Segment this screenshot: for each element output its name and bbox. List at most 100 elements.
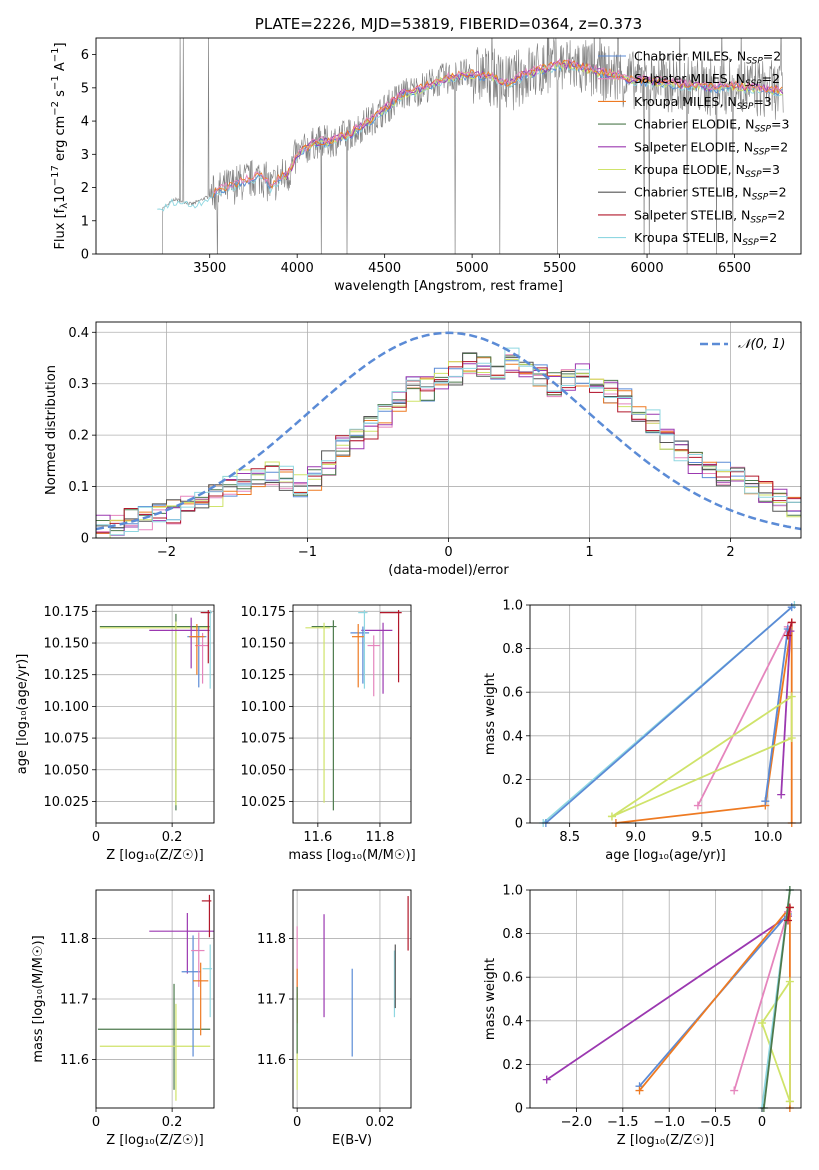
legend-text: Salpeter MILES, N	[634, 71, 745, 86]
x-tick-label: −1.0	[653, 1115, 685, 1130]
weight-line	[786, 622, 793, 636]
plus-marker	[787, 603, 796, 612]
legend-label: Kroupa MILES, NSSP=3	[634, 94, 772, 112]
y-tick-label: 0.1	[68, 480, 89, 495]
x-axis-label: wavelength [Angstrom, rest frame]	[334, 279, 563, 294]
legend-sub: SSP	[737, 102, 754, 112]
plus-marker	[761, 797, 770, 806]
legend-tail: =2	[762, 71, 780, 86]
y-tick-label: 0	[515, 1102, 523, 1117]
plus-marker	[730, 1086, 739, 1095]
y-tick-label: 11.8	[257, 932, 286, 947]
legend-label: Salpeter ELODIE, NSSP=2	[634, 139, 788, 157]
legend-tail: =2	[768, 185, 786, 200]
y-axis-label: Normed distribution	[44, 365, 59, 495]
x-axis-label: mass [log₁₀(M/M☉)]	[288, 848, 415, 863]
x-tick-label: 6000	[631, 261, 664, 276]
x-tick-label: −2	[157, 545, 176, 560]
chart-spectrum: PLATE=2226, MJD=53819, FIBERID=0364, z=0…	[50, 15, 802, 294]
y-tick-label: 11.7	[60, 993, 89, 1008]
chart-weight-vs-age: 8.5 9.0 9.5 10.0 0 0.2 0.4 0.6 0.8 1.0 age [log₁₀(…	[483, 599, 802, 863]
y-label-part: −17	[50, 165, 61, 186]
legend-sub: SSP	[745, 170, 762, 180]
legend-sub: SSP	[752, 193, 769, 203]
legend-sub: SSP	[746, 57, 763, 67]
legend-tail: =2	[767, 207, 785, 222]
legend-text: Chabrier ELODIE, N	[634, 117, 754, 132]
x-tick-label: 0.2	[162, 1115, 183, 1130]
legend-label: Kroupa ELODIE, NSSP=3	[634, 162, 780, 180]
y-tick-label: 1	[81, 214, 89, 229]
y-tick-label: 0	[515, 817, 523, 832]
x-tick-label: 10.0	[753, 830, 782, 845]
legend-sub: SSP	[753, 147, 770, 157]
legend-tail: =3	[762, 162, 780, 177]
y-axis-label: mass [log₁₀(M/M☉)]	[31, 935, 46, 1062]
y-tick-label: 0.2	[502, 773, 523, 788]
y-label-part: Flux [f	[53, 208, 68, 249]
legend-text: Kroupa ELODIE, N	[634, 162, 745, 177]
chart-title: PLATE=2226, MJD=53819, FIBERID=0364, z=0…	[255, 15, 642, 33]
y-label-part: s	[53, 90, 68, 101]
legend-sub: SSP	[750, 215, 767, 225]
legend-label: Kroupa STELIB, NSSP=2	[634, 230, 777, 248]
legend-tail: =2	[763, 49, 781, 64]
x-tick-label: 0	[444, 545, 452, 560]
plus-marker	[785, 903, 794, 912]
weight-line	[733, 911, 789, 1091]
x-tick-label: 0.2	[162, 830, 183, 845]
x-tick-label: 11.8	[365, 830, 394, 845]
legend-text: Chabrier STELIB, N	[634, 185, 752, 200]
legend-tail: =2	[759, 230, 777, 245]
x-tick-label: 0	[92, 830, 100, 845]
histogram-kroupa-stelib	[96, 347, 801, 538]
y-tick-label: 4	[81, 115, 89, 130]
x-tick-label: −1	[298, 545, 317, 560]
spectrum-plot	[152, 38, 784, 254]
y-tick-label: 1.0	[502, 599, 523, 614]
plus-marker	[693, 801, 702, 810]
y-label-part: −1	[50, 75, 61, 90]
legend-text: Chabrier MILES, N	[634, 49, 746, 64]
legend-label: Chabrier STELIB, NSSP=2	[634, 185, 787, 203]
y-tick-label: 0.8	[502, 927, 523, 942]
y-tick-label: 11.6	[257, 1053, 286, 1068]
x-tick-label: 5000	[456, 261, 489, 276]
errorbar-plot	[97, 894, 214, 1101]
x-tick-label: 6500	[718, 261, 751, 276]
legend-label: Salpeter MILES, NSSP=2	[634, 71, 780, 89]
y-axis-label: Flux [fλ10−17 erg cm−2 s−1 A−1]	[50, 42, 70, 249]
axes-frame	[95, 604, 215, 824]
model-spectrum-salpeter-elodie	[283, 60, 784, 181]
legend-sub: SSP	[754, 125, 771, 135]
x-tick-label: 0	[758, 1115, 766, 1130]
y-tick-label: 11.6	[60, 1053, 89, 1068]
y-tick-label: 10.150	[44, 637, 90, 652]
y-tick-label: 10.175	[241, 605, 287, 620]
y-tick-label: 0.6	[502, 971, 523, 986]
y-tick-label: 0.6	[502, 686, 523, 701]
legend-label: Chabrier MILES, NSSP=2	[634, 49, 781, 67]
y-tick-label: 0.2	[68, 429, 89, 444]
x-tick-label: 4500	[368, 261, 401, 276]
y-tick-label: 10.100	[44, 700, 90, 715]
plus-marker	[777, 790, 786, 799]
x-tick-label: 1	[585, 545, 593, 560]
x-axis-label: Z [log₁₀(Z/Z☉)]	[106, 1133, 203, 1148]
errorbar-plot	[99, 610, 213, 811]
x-tick-label: 4000	[281, 261, 314, 276]
x-tick-label: 2	[726, 545, 734, 560]
y-tick-label: 3	[81, 148, 89, 163]
model-spectrum-kroupa-miles	[212, 59, 783, 198]
legend-text: Salpeter ELODIE, N	[634, 139, 753, 154]
plus-marker	[607, 812, 616, 821]
y-label-part: erg cm	[53, 116, 68, 165]
errorbar-plot	[296, 896, 409, 1090]
legend-label: 𝒩(0, 1)	[738, 337, 785, 352]
y-tick-label: 0.2	[502, 1058, 523, 1073]
y-tick-label: 11.8	[60, 932, 89, 947]
model-spectrum-salpeter-miles	[212, 57, 783, 194]
y-tick-label: 10.125	[241, 668, 287, 683]
y-tick-label: 10.150	[241, 637, 287, 652]
